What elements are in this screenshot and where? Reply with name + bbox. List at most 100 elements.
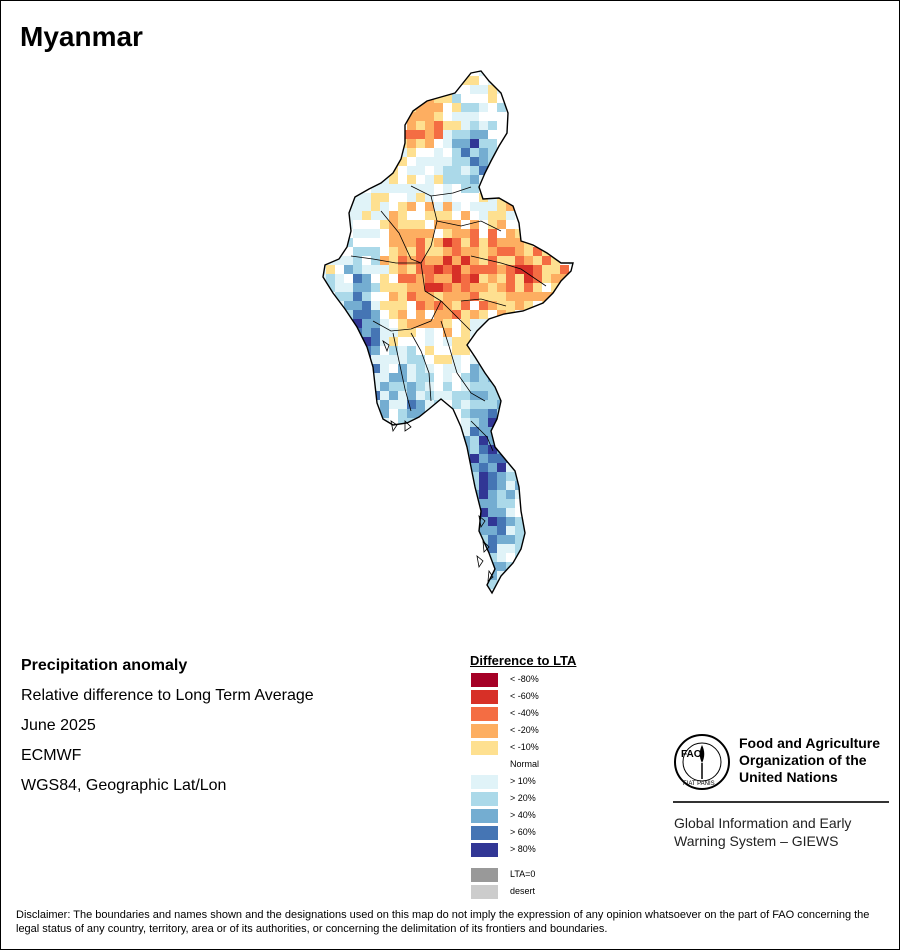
- anomaly-cell: [344, 94, 353, 103]
- anomaly-cell: [416, 472, 425, 481]
- anomaly-cell: [326, 283, 335, 292]
- anomaly-cell: [470, 130, 479, 139]
- anomaly-cell: [323, 292, 326, 301]
- anomaly-cell: [497, 283, 506, 292]
- anomaly-cell: [452, 319, 461, 328]
- anomaly-cell: [569, 292, 573, 301]
- anomaly-cell: [335, 328, 344, 337]
- anomaly-cell: [398, 598, 407, 607]
- anomaly-cell: [569, 346, 573, 355]
- anomaly-cell: [353, 283, 362, 292]
- anomaly-cell: [569, 103, 573, 112]
- anomaly-cell: [569, 166, 573, 175]
- anomaly-cell: [515, 94, 524, 103]
- anomaly-cell: [578, 598, 587, 607]
- anomaly-cell: [560, 148, 569, 157]
- anomaly-cell: [371, 517, 380, 526]
- anomaly-cell: [443, 157, 452, 166]
- anomaly-cell: [389, 337, 398, 346]
- anomaly-cell: [452, 526, 461, 535]
- anomaly-cell: [497, 112, 506, 121]
- legend-label: < -10%: [510, 742, 539, 752]
- anomaly-cell: [362, 409, 371, 418]
- anomaly-cell: [524, 71, 533, 76]
- anomaly-cell: [398, 355, 407, 364]
- anomaly-cell: [434, 319, 443, 328]
- anomaly-cell: [569, 310, 573, 319]
- anomaly-cell: [470, 454, 479, 463]
- anomaly-cell: [434, 355, 443, 364]
- anomaly-cell: [389, 292, 398, 301]
- anomaly-cell: [344, 418, 353, 427]
- anomaly-cell: [461, 319, 470, 328]
- anomaly-cell: [524, 589, 533, 593]
- anomaly-cell: [569, 517, 573, 526]
- legend-item: > 10%: [470, 774, 650, 791]
- anomaly-cell: [371, 202, 380, 211]
- anomaly-cell: [443, 211, 452, 220]
- anomaly-cell: [389, 85, 398, 94]
- anomaly-cell: [524, 148, 533, 157]
- anomaly-cell: [488, 238, 497, 247]
- anomaly-cell: [434, 292, 443, 301]
- anomaly-cell: [323, 238, 326, 247]
- anomaly-cell: [344, 265, 353, 274]
- anomaly-cell: [353, 508, 362, 517]
- anomaly-cell: [389, 112, 398, 121]
- anomaly-cell: [533, 256, 542, 265]
- fao-divider: [673, 801, 889, 803]
- anomaly-cell: [524, 220, 533, 229]
- anomaly-cell: [506, 148, 515, 157]
- anomaly-cell: [362, 490, 371, 499]
- anomaly-cell: [344, 319, 353, 328]
- anomaly-cell: [533, 310, 542, 319]
- anomaly-cell: [398, 472, 407, 481]
- anomaly-cell: [323, 157, 326, 166]
- anomaly-cell: [452, 598, 461, 607]
- anomaly-cell: [344, 598, 353, 607]
- anomaly-cell: [398, 310, 407, 319]
- info-measure: Relative difference to Long Term Average: [21, 687, 314, 704]
- anomaly-cell: [569, 301, 573, 310]
- anomaly-cell: [443, 409, 452, 418]
- anomaly-cell: [335, 139, 344, 148]
- anomaly-cell: [425, 319, 434, 328]
- anomaly-cell: [398, 193, 407, 202]
- anomaly-cell: [515, 238, 524, 247]
- anomaly-cell: [488, 508, 497, 517]
- anomaly-cell: [479, 328, 488, 337]
- anomaly-cell: [353, 346, 362, 355]
- anomaly-cell: [335, 382, 344, 391]
- anomaly-cell: [497, 535, 506, 544]
- anomaly-cell: [515, 175, 524, 184]
- anomaly-cell: [335, 265, 344, 274]
- anomaly-cell: [389, 580, 398, 589]
- anomaly-cell: [434, 157, 443, 166]
- anomaly-cell: [578, 292, 587, 301]
- anomaly-cell: [362, 364, 371, 373]
- anomaly-cell: [578, 562, 587, 571]
- anomaly-cell: [542, 310, 551, 319]
- anomaly-cell: [362, 202, 371, 211]
- anomaly-cell: [542, 112, 551, 121]
- anomaly-cell: [425, 76, 434, 85]
- anomaly-cell: [344, 391, 353, 400]
- anomaly-cell: [470, 517, 479, 526]
- anomaly-cell: [443, 544, 452, 553]
- anomaly-cell: [326, 526, 335, 535]
- anomaly-cell: [506, 382, 515, 391]
- anomaly-cell: [506, 364, 515, 373]
- anomaly-cell: [323, 71, 326, 76]
- anomaly-cell: [371, 472, 380, 481]
- anomaly-cell: [434, 265, 443, 274]
- anomaly-cell: [488, 490, 497, 499]
- anomaly-cell: [569, 274, 573, 283]
- anomaly-cell: [479, 265, 488, 274]
- anomaly-cell: [407, 382, 416, 391]
- anomaly-cell: [461, 211, 470, 220]
- anomaly-cell: [344, 283, 353, 292]
- anomaly-cell: [416, 418, 425, 427]
- anomaly-cell: [506, 490, 515, 499]
- anomaly-cell: [353, 148, 362, 157]
- anomaly-cell: [434, 121, 443, 130]
